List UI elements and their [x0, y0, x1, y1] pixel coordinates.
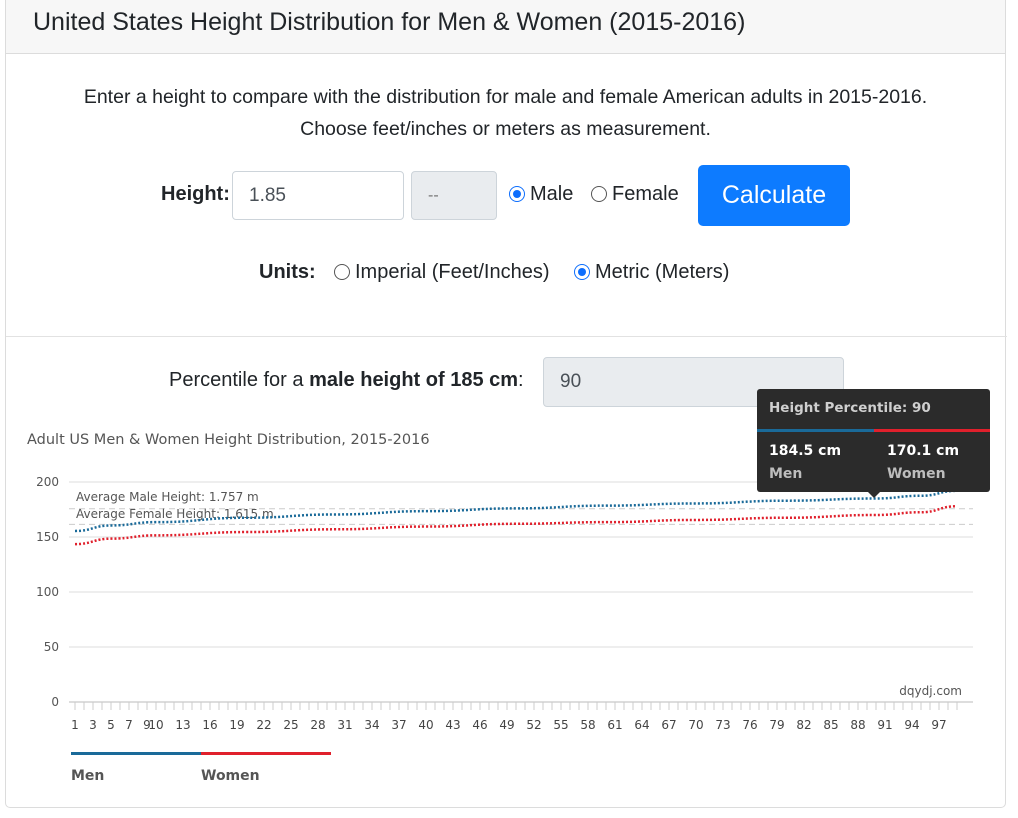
x-tick-label: 46	[472, 718, 487, 732]
x-tick-label: 13	[175, 718, 190, 732]
x-tick-label: 79	[769, 718, 784, 732]
x-tick-label: 94	[904, 718, 919, 732]
calculate-button[interactable]: Calculate	[698, 165, 850, 226]
x-tick-label: 64	[634, 718, 649, 732]
reference-line-label: Average Female Height: 1.615 m	[76, 507, 274, 521]
sex-option-male-label: Male	[530, 183, 574, 205]
x-tick-label: 3	[89, 718, 97, 732]
series-line-women	[74, 504, 958, 546]
x-tick-label: 52	[526, 718, 541, 732]
sex-option-male[interactable]: Male	[509, 183, 573, 206]
y-tick-label: 100	[36, 585, 59, 599]
x-tick-label: 31	[337, 718, 352, 732]
x-tick-label: 97	[931, 718, 946, 732]
tooltip-women-label: Women	[887, 466, 946, 482]
chart-tooltip: Height Percentile: 90 184.5 cm Men 170.1…	[757, 389, 990, 498]
sex-option-female[interactable]: Female	[591, 183, 679, 206]
x-tick-label: 49	[499, 718, 514, 732]
x-tick-label: 9	[143, 718, 151, 732]
x-tick-label: 73	[715, 718, 730, 732]
reference-line-label: Average Male Height: 1.757 m	[76, 490, 259, 504]
intro-text: Enter a height to compare with the distr…	[6, 81, 1005, 145]
x-tick-label: 37	[391, 718, 406, 732]
y-tick-label: 0	[51, 695, 59, 709]
legend-label-men: Men	[71, 768, 105, 784]
y-tick-label: 200	[36, 475, 59, 489]
x-tick-label: 58	[580, 718, 595, 732]
x-tick-label: 34	[364, 718, 379, 732]
tooltip-men-label: Men	[769, 466, 803, 482]
x-tick-label: 85	[823, 718, 838, 732]
unit-option-metric-label: Metric (Meters)	[595, 261, 730, 283]
x-tick-label: 55	[553, 718, 568, 732]
x-tick-label: 7	[125, 718, 133, 732]
x-tick-label: 1	[71, 718, 79, 732]
legend-item-men[interactable]: Men	[71, 752, 201, 784]
legend-swatch-men	[71, 752, 201, 755]
x-tick-label: 16	[202, 718, 217, 732]
x-tick-label: 25	[283, 718, 298, 732]
intro-line-2: Choose feet/inches or meters as measurem…	[300, 118, 711, 140]
legend-label-women: Women	[201, 768, 260, 784]
x-tick-label: 19	[229, 718, 244, 732]
chart-title: Adult US Men & Women Height Distribution…	[27, 432, 430, 448]
tooltip-men-value: 184.5 cm	[769, 443, 842, 459]
sex-option-female-label: Female	[612, 183, 679, 205]
x-tick-label: 10	[148, 718, 163, 732]
height-label: Height:	[161, 183, 230, 205]
percentile-label: Percentile for a male height of 185 cm:	[169, 369, 524, 392]
x-tick-label: 28	[310, 718, 325, 732]
inches-input[interactable]	[411, 171, 497, 220]
section-divider	[6, 336, 1007, 337]
tooltip-women-color-bar	[874, 429, 990, 432]
legend-item-women[interactable]: Women	[201, 752, 331, 784]
radio-selected-icon[interactable]	[509, 186, 525, 202]
y-tick-label: 50	[44, 640, 59, 654]
height-form: Height: Male Female Calculate	[6, 165, 1007, 227]
units-label: Units:	[259, 261, 316, 283]
x-tick-label: 5	[107, 718, 115, 732]
percentile-label-suffix: :	[518, 369, 524, 391]
x-tick-label: 88	[850, 718, 865, 732]
x-tick-label: 91	[877, 718, 892, 732]
tooltip-title: Height Percentile: 90	[769, 400, 931, 416]
unit-option-imperial-label: Imperial (Feet/Inches)	[355, 261, 550, 283]
tooltip-men-color-bar	[757, 429, 874, 432]
chart-credit: dqydj.com	[899, 684, 962, 698]
radio-unselected-icon[interactable]	[591, 186, 607, 202]
x-tick-label: 76	[742, 718, 757, 732]
card-header: United States Height Distribution for Me…	[6, 0, 1005, 54]
legend-swatch-women	[201, 752, 331, 755]
height-input[interactable]	[232, 171, 404, 220]
x-tick-label: 67	[661, 718, 676, 732]
x-tick-label: 40	[418, 718, 433, 732]
percentile-label-prefix: Percentile for a	[169, 369, 310, 391]
tooltip-women-value: 170.1 cm	[887, 443, 960, 459]
percentile-label-bold: male height of 185 cm	[309, 369, 519, 391]
y-tick-label: 150	[36, 530, 59, 544]
intro-line-1: Enter a height to compare with the distr…	[83, 86, 928, 108]
x-tick-label: 61	[607, 718, 622, 732]
x-tick-label: 82	[796, 718, 811, 732]
x-tick-label: 70	[688, 718, 703, 732]
radio-selected-icon[interactable]	[574, 264, 590, 280]
x-tick-label: 43	[445, 718, 460, 732]
unit-option-metric[interactable]: Metric (Meters)	[574, 261, 729, 284]
page-title: United States Height Distribution for Me…	[33, 8, 746, 36]
radio-unselected-icon[interactable]	[334, 264, 350, 280]
x-tick-label: 22	[256, 718, 271, 732]
series-line-men	[74, 489, 958, 533]
unit-option-imperial[interactable]: Imperial (Feet/Inches)	[334, 261, 550, 284]
